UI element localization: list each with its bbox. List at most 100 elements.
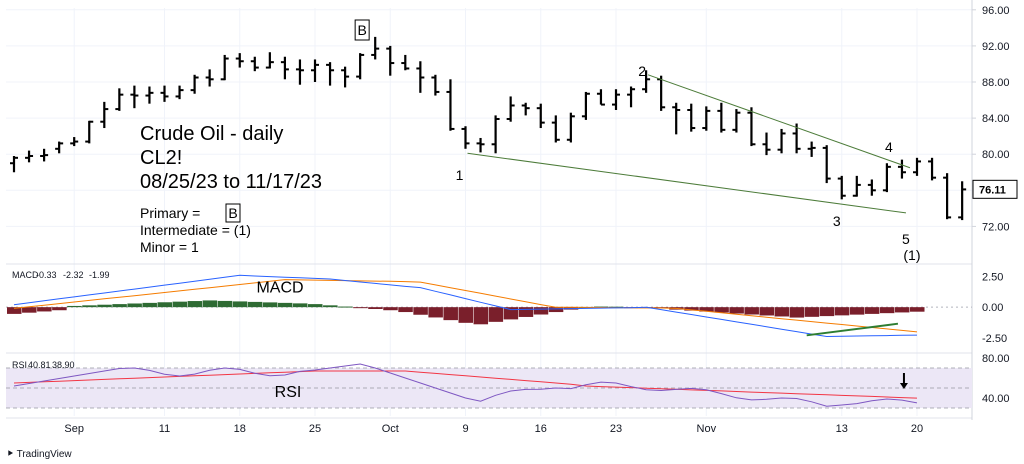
macd-histogram-bar [864,307,880,314]
ohlc-bar [837,175,846,200]
macd-histogram-bar [910,307,925,312]
price-tick-label: 88.00 [982,77,1010,89]
down-arrow-icon [899,383,908,389]
ohlc-bar [536,103,545,129]
annotation-minor: Minor = 1 [140,239,199,255]
ohlc-bar [687,103,696,132]
macd-histogram-bar [22,307,37,313]
macd-histogram-bar [142,302,157,308]
time-tick-label: 18 [234,423,246,435]
ohlc-bar [280,56,289,80]
price-tick-label: 80.00 [982,149,1010,161]
ohlc-bar [581,91,590,120]
ohlc-bar [220,54,229,81]
macd-histogram-bar [112,304,127,308]
macd-histogram-bar [157,302,172,308]
ohlc-bar [476,137,485,153]
macd-histogram-bar [172,301,188,308]
macd-histogram-bar [127,303,142,308]
ohlc-bar [386,45,395,76]
wave-b-box [354,19,370,41]
ohlc-bar [521,102,530,116]
ohlc-bar [642,70,651,93]
annotation-primary: Primary = [140,205,200,221]
macd-histogram-bar [443,307,458,321]
ohlc-bar [115,88,124,111]
annotation-symbol: CL2! [140,147,182,169]
time-tick-label: 20 [911,423,923,435]
ohlc-bar [416,61,425,93]
macd-legend-hist: -0.33 [36,270,57,280]
ohlc-bar [461,126,470,149]
ohlc-bar [566,112,575,143]
ohlc-bar [882,163,891,193]
wave-label-2: 2 [638,63,646,79]
ohlc-bar [190,74,199,94]
ohlc-bar [807,141,816,157]
macd-tick-label: 0.00 [982,302,1003,314]
ohlc-bar [928,157,937,181]
macd-histogram-bar [488,307,504,322]
ohlc-bar [250,56,259,72]
macd-histogram-bar [548,307,564,313]
time-tick-label: 25 [309,423,321,435]
rsi-tick-label: 40.00 [982,393,1010,405]
macd-histogram-bar [729,307,744,314]
macd-histogram-bar [789,307,805,318]
macd-histogram-bar [804,307,820,317]
wave-label-3: 3 [833,213,841,229]
wave-label-1: 1 [456,167,464,183]
ohlc-bar [762,132,771,156]
ohlc-bar [551,115,560,143]
ohlc-bar [431,74,440,96]
wave-label-paren-1: (1) [903,247,920,263]
rsi-legend-ma: 38.90 [52,360,75,370]
macd-histogram-bar [277,302,293,308]
macd-pane-label: MACD [256,279,303,296]
macd-histogram-bar [368,307,383,309]
macd-histogram-bar [744,307,759,315]
ohlc-bar [265,52,274,69]
ohlc-bar [205,69,214,87]
annotation-title: Crude Oil - daily [140,123,283,145]
time-tick-label: Oct [382,423,399,435]
macd-histogram-bar [834,307,850,316]
ohlc-bar [70,137,79,147]
rsi-legend-value: 40.81 [28,360,51,370]
macd-legend-signal: -1.99 [89,270,110,280]
annotation-primary-box [225,203,241,223]
ohlc-bar [867,179,876,196]
ohlc-bar [897,159,906,179]
ohlc-bar [747,107,756,147]
macd-histogram-bar [759,307,774,316]
macd-histogram-bar [879,307,895,314]
ohlc-bar [25,150,34,163]
wave-label-b: B [357,22,366,38]
time-tick-label: 9 [462,423,468,435]
rsi-ma-line [13,370,918,399]
macd-histogram-bar [67,305,82,308]
rsi-legend-name: RSI [12,360,27,370]
macd-divergence-line [806,322,899,337]
price-tick-label: 84.00 [982,113,1010,125]
macd-histogram-bar [82,305,97,308]
ohlc-bar [10,156,18,173]
ohlc-bar [822,145,831,184]
macd-histogram-bar [262,302,278,308]
time-tick-label: 16 [535,423,547,435]
branding-text: TradingView [16,449,72,460]
macd-histogram-bar [232,301,248,308]
macd-histogram-bar [503,307,519,320]
ohlc-bar [100,101,109,129]
macd-histogram-bar [518,307,534,317]
macd-histogram-bar [894,307,910,313]
macd-histogram-bar [37,307,52,312]
macd-histogram-bar [684,307,699,311]
ohlc-bar [295,59,304,85]
price-tick-label: 96.00 [982,5,1010,17]
ohlc-bar [958,181,967,221]
ohlc-bar [356,53,365,80]
ohlc-bar [702,106,711,131]
logo-icon: ⯈ [6,449,14,460]
time-tick-label: Sep [64,423,84,435]
